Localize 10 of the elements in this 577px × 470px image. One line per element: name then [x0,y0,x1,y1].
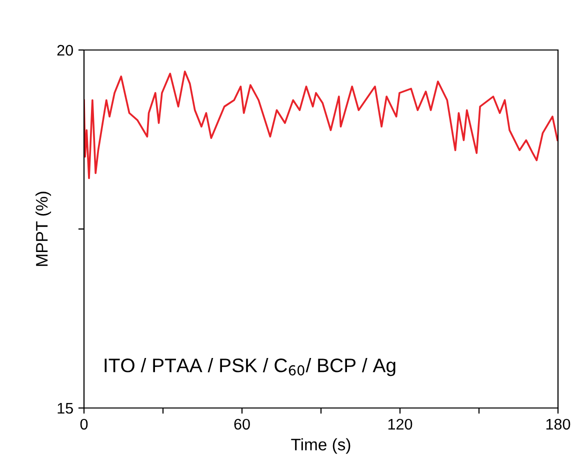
line-series [84,70,558,180]
y-tick-label: 15 [58,403,73,414]
x-tick-label: 120 [388,418,412,430]
annotation: ITO / PTAA / PSK / C$_{60}$/ BCP / Ag [104,358,396,376]
x-tick-label: 60 [234,418,250,430]
y-tick-label: 20 [57,44,73,56]
x-axis-title: Time (s) [291,438,350,454]
y-axis-title: MPPT (%) [36,192,52,266]
x-tick-label: 0 [80,418,88,430]
x-tick-label: 180 [546,418,570,430]
